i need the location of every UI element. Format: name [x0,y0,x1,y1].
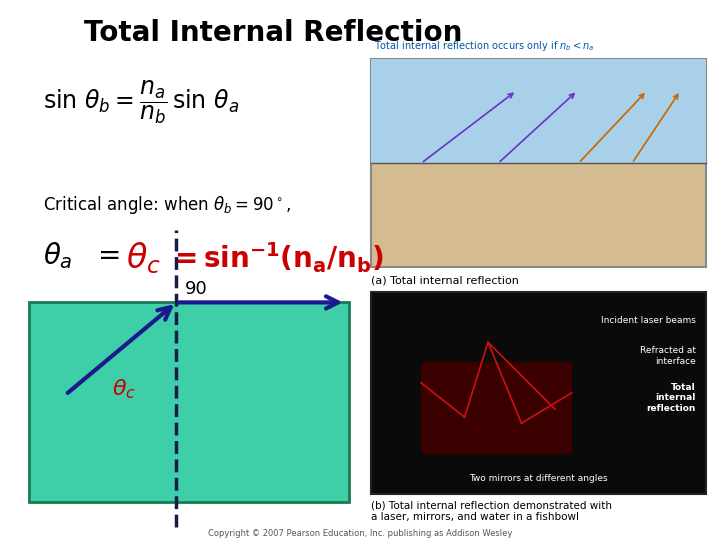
Text: Total Internal Reflection: Total Internal Reflection [84,19,463,47]
Text: $\sin\,\theta_b = \dfrac{n_a}{n_b}\,\sin\,\theta_a$: $\sin\,\theta_b = \dfrac{n_a}{n_b}\,\sin… [43,78,239,126]
Text: Incident laser beams: Incident laser beams [600,316,696,325]
Text: Total
internal
reflection: Total internal reflection [646,383,696,413]
Text: Copyright © 2007 Pearson Education, Inc. publishing as Addison Wesley: Copyright © 2007 Pearson Education, Inc.… [208,529,512,538]
Bar [371,59,706,267]
Text: Two mirrors at different angles: Two mirrors at different angles [469,474,608,483]
Text: (a) Total internal reflection: (a) Total internal reflection [371,275,518,286]
Text: $\theta_c$: $\theta_c$ [126,240,161,276]
Text: (b) Total internal reflection demonstrated with
a laser, mirrors, and water in a: (b) Total internal reflection demonstrat… [371,501,612,522]
Text: Refracted at
interface: Refracted at interface [639,346,696,366]
Bar [29,302,349,502]
Bar [371,59,706,163]
Text: Critical angle: when $\theta_b = 90^\circ$,: Critical angle: when $\theta_b = 90^\cir… [43,194,292,217]
Bar [371,292,706,494]
Text: $\theta_a$: $\theta_a$ [43,240,73,271]
Text: $\theta_c$: $\theta_c$ [112,377,135,401]
Text: Total internal reflection occurs only if $n_b < n_a$: Total internal reflection occurs only if… [374,39,595,53]
Text: $\mathbf{= sin^{-1}(n_a/n_b)}$: $\mathbf{= sin^{-1}(n_a/n_b)}$ [169,240,384,275]
Text: 90: 90 [185,280,208,298]
Text: $=$: $=$ [92,240,120,268]
Bar [421,362,572,454]
